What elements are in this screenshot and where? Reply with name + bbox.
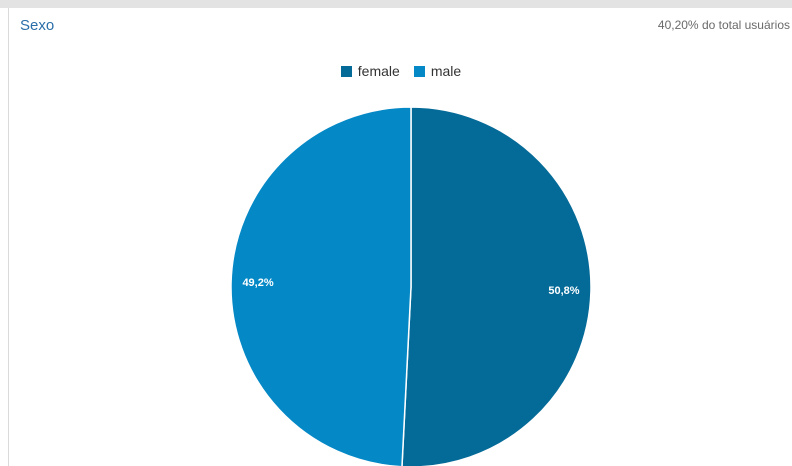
legend-item-female[interactable]: female: [340, 63, 400, 79]
total-users-subtitle: 40,20% do total usuários: [657, 18, 790, 32]
slice-label-female: 50,8%: [548, 285, 579, 297]
chart-title: Sexo: [20, 17, 55, 34]
pie-slice-female[interactable]: [401, 106, 592, 466]
top-strip: [0, 0, 792, 8]
chart-legend: female male: [9, 63, 792, 79]
legend-swatch-male: [413, 65, 425, 77]
legend-item-male[interactable]: male: [413, 63, 462, 79]
legend-label-female: female: [357, 63, 400, 79]
legend-label-male: male: [430, 63, 462, 79]
pie-slice-male[interactable]: [230, 106, 412, 466]
legend-swatch-female: [340, 65, 352, 77]
slice-label-male: 49,2%: [242, 277, 273, 289]
